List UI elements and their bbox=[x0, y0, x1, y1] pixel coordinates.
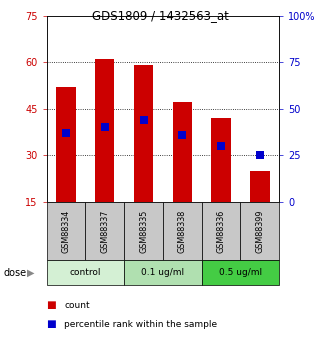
Bar bbox=[47, 202, 85, 260]
Text: ▶: ▶ bbox=[27, 268, 35, 277]
Bar bbox=[250, 171, 270, 202]
Bar bbox=[212, 118, 231, 202]
Point bbox=[141, 117, 146, 122]
Bar bbox=[202, 260, 279, 285]
Point bbox=[257, 152, 263, 158]
Text: GSM88337: GSM88337 bbox=[100, 209, 109, 253]
Bar bbox=[240, 202, 279, 260]
Bar bbox=[202, 202, 240, 260]
Text: GSM88336: GSM88336 bbox=[217, 209, 226, 253]
Text: ■: ■ bbox=[47, 319, 56, 329]
Text: GSM88399: GSM88399 bbox=[256, 209, 265, 253]
Text: GSM88338: GSM88338 bbox=[178, 209, 187, 253]
Text: dose: dose bbox=[3, 268, 26, 277]
Bar bbox=[124, 260, 202, 285]
Point bbox=[102, 125, 107, 130]
Bar bbox=[163, 202, 202, 260]
Text: 0.5 ug/ml: 0.5 ug/ml bbox=[219, 268, 262, 277]
Text: 0.1 ug/ml: 0.1 ug/ml bbox=[141, 268, 185, 277]
Point bbox=[219, 143, 224, 149]
Bar bbox=[47, 260, 124, 285]
Bar bbox=[95, 59, 114, 202]
Bar bbox=[134, 65, 153, 202]
Text: control: control bbox=[70, 268, 101, 277]
Text: ■: ■ bbox=[47, 300, 56, 310]
Bar bbox=[173, 102, 192, 202]
Text: GSM88334: GSM88334 bbox=[61, 209, 70, 253]
Text: GSM88335: GSM88335 bbox=[139, 209, 148, 253]
Bar bbox=[85, 202, 124, 260]
Text: count: count bbox=[64, 301, 90, 310]
Text: percentile rank within the sample: percentile rank within the sample bbox=[64, 320, 217, 329]
Text: GDS1809 / 1432563_at: GDS1809 / 1432563_at bbox=[92, 9, 229, 22]
Point bbox=[180, 132, 185, 138]
Bar bbox=[56, 87, 76, 202]
Point bbox=[63, 130, 68, 136]
Bar bbox=[124, 202, 163, 260]
